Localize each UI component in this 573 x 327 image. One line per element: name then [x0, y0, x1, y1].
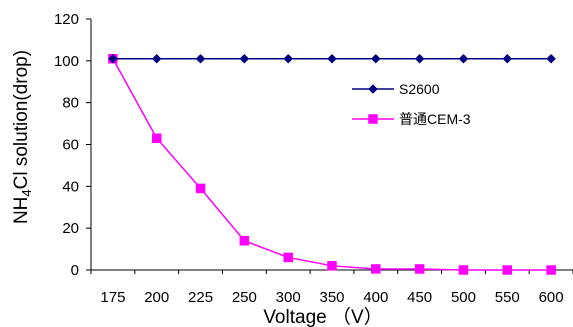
legend-item: S2600	[352, 81, 440, 97]
x-tick-label: 550	[495, 289, 520, 306]
y-tick-label: 100	[54, 53, 79, 70]
legend-marker	[368, 84, 378, 94]
data-point	[195, 183, 206, 194]
data-point	[414, 53, 425, 64]
data-point	[370, 53, 381, 64]
y-axis-title-part: NH	[11, 197, 32, 224]
x-tick-label: 225	[188, 289, 213, 306]
y-tick-label: 20	[62, 220, 79, 237]
data-point	[458, 265, 469, 275]
data-point	[546, 53, 556, 64]
x-axis-title: Voltage （V）	[263, 306, 382, 327]
data-point	[502, 53, 513, 64]
legend-item: 普通CEM-3	[352, 111, 471, 127]
data-point	[239, 235, 250, 246]
data-point	[371, 264, 381, 274]
series-square	[108, 53, 556, 275]
x-tick-label: 350	[319, 289, 344, 306]
legend-label: 普通CEM-3	[399, 111, 471, 127]
x-tick-label: 250	[232, 289, 257, 306]
data-point	[502, 265, 513, 275]
data-point	[239, 53, 250, 64]
x-tick-label: 300	[276, 289, 301, 306]
data-point	[151, 53, 162, 64]
data-point	[151, 133, 162, 143]
legend: S2600 普通CEM-3	[352, 81, 471, 127]
y-tick-label: 60	[62, 137, 79, 154]
x-tick-label: 175	[100, 289, 125, 306]
y-tick-label: 120	[54, 11, 79, 28]
y-axis-title: NH4Cl solution(drop)	[11, 50, 34, 224]
data-point	[327, 53, 337, 64]
x-tick-label: 400	[363, 289, 388, 306]
x-tick-label: 600	[539, 289, 564, 306]
x-tick-label: 200	[144, 289, 169, 306]
y-tick-label: 0	[71, 262, 79, 279]
y-axis-title-part: Cl solution(drop)	[11, 50, 32, 189]
legend-label: S2600	[399, 81, 440, 97]
data-point	[283, 53, 294, 64]
data-point	[546, 265, 556, 275]
data-point	[108, 53, 118, 64]
data-point	[327, 261, 337, 271]
x-tick-label: 450	[407, 289, 432, 306]
series-line	[112, 58, 552, 271]
data-point	[195, 53, 206, 64]
series-layer	[108, 53, 556, 275]
plot-area: 0 20 40 60 80 100 120 175 200 225 250 300 350 400 450…	[54, 11, 573, 306]
y-tick-label: 80	[62, 95, 79, 112]
data-point	[414, 264, 425, 274]
y-tick-label: 40	[62, 178, 79, 195]
series-diamond	[108, 53, 556, 64]
y-ticks: 0 20 40 60 80 100 120	[54, 11, 91, 279]
data-point	[458, 53, 469, 64]
x-tick-label: 500	[451, 289, 476, 306]
data-point	[283, 252, 293, 263]
y-axis-title-subscript: 4	[19, 189, 34, 196]
x-ticks: 175 200 225 250 300 350 400 450 500 550 600	[90, 270, 573, 306]
legend-marker	[368, 114, 378, 124]
